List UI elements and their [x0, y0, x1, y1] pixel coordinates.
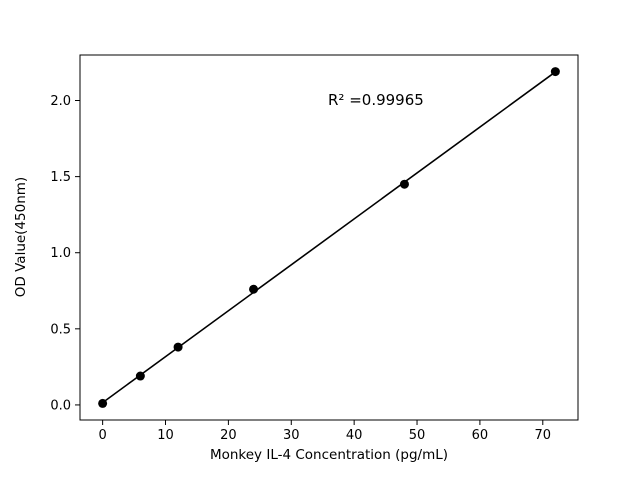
y-tick-label: 1.0 [50, 246, 71, 261]
chart-layer: 0 10 20 30 40 50 60 70 0.0 0.5 1.0 1.5 2.0 [50, 54, 579, 443]
data-point [98, 398, 108, 408]
data-point [135, 371, 145, 381]
x-tick-label: 50 [409, 428, 426, 443]
data-point [550, 67, 560, 77]
x-tick-label: 20 [220, 428, 237, 443]
y-tick-label: 1.5 [50, 170, 71, 185]
r-squared-annotation: R² =0.99965 [328, 91, 424, 109]
y-tick-label: 0.5 [50, 322, 71, 337]
x-tick-label: 30 [283, 428, 300, 443]
data-point [399, 179, 409, 189]
plot-frame [79, 54, 579, 421]
y-axis-label: OD Value(450nm) [13, 177, 29, 297]
trend-line [102, 71, 556, 404]
y-tick-label: 2.0 [50, 94, 71, 109]
x-tick-label: 10 [157, 428, 174, 443]
x-tick-label: 60 [472, 428, 489, 443]
y-tick-label: 0.0 [50, 398, 71, 413]
data-point [173, 342, 183, 352]
x-tick-label: 70 [535, 428, 552, 443]
data-point [249, 284, 259, 294]
x-tick-label: 0 [98, 428, 106, 443]
x-tick-label: 40 [346, 428, 363, 443]
x-axis-label: Monkey IL-4 Concentration (pg/mL) [210, 447, 448, 463]
